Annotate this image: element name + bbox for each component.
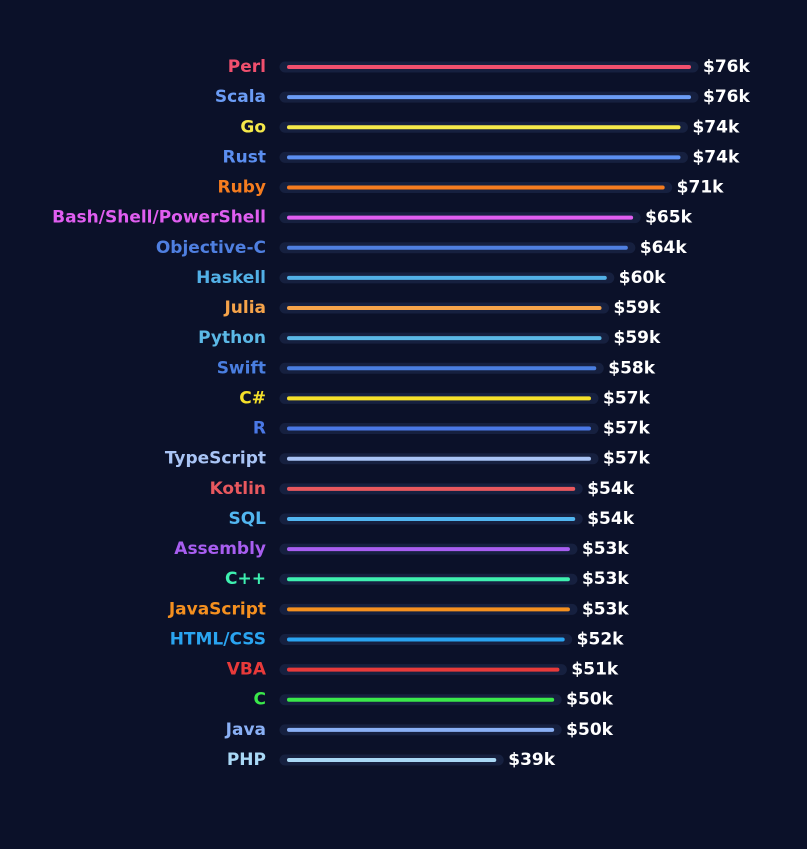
- category-label: C#: [239, 388, 266, 408]
- category-label: Julia: [223, 298, 266, 318]
- value-label: $57k: [603, 419, 650, 439]
- bar-row: Bash/Shell/PowerShell $65k: [52, 208, 692, 228]
- category-label: Python: [198, 328, 266, 348]
- value-label: $50k: [566, 720, 613, 740]
- category-label: Rust: [223, 147, 266, 167]
- category-label: PHP: [227, 750, 266, 770]
- bar-row: TypeScript $57k: [165, 449, 651, 469]
- category-label: Assembly: [174, 539, 266, 559]
- value-label: $74k: [692, 147, 739, 167]
- bar-row: Perl $76k: [228, 57, 751, 77]
- value-label: $51k: [571, 660, 618, 680]
- category-label: VBA: [227, 660, 267, 680]
- category-label: C++: [225, 569, 266, 589]
- bar-row: C++ $53k: [225, 569, 629, 589]
- category-label: Java: [225, 720, 266, 740]
- value-label: $54k: [587, 509, 634, 529]
- value-label: $65k: [645, 208, 692, 228]
- value-label: $39k: [508, 750, 555, 770]
- value-label: $54k: [587, 479, 634, 499]
- value-label: $59k: [614, 298, 661, 318]
- category-label: TypeScript: [165, 449, 266, 469]
- bar-row: Java $50k: [225, 720, 614, 740]
- bar-row: Go $74k: [240, 117, 740, 137]
- bar-row: SQL $54k: [228, 509, 634, 529]
- category-label: Swift: [217, 358, 266, 378]
- bar-row: Julia $59k: [223, 298, 661, 318]
- value-label: $74k: [692, 117, 739, 137]
- bar-row: C# $57k: [239, 388, 650, 408]
- bar-row: Assembly $53k: [174, 539, 629, 559]
- value-label: $53k: [582, 539, 629, 559]
- bar-row: Haskell $60k: [196, 268, 666, 288]
- bar-row: VBA $51k: [227, 660, 619, 680]
- category-label: JavaScript: [168, 599, 266, 619]
- value-label: $60k: [619, 268, 666, 288]
- value-label: $52k: [577, 629, 624, 649]
- value-label: $76k: [703, 57, 750, 77]
- value-label: $76k: [703, 87, 750, 107]
- category-label: Haskell: [196, 268, 266, 288]
- value-label: $58k: [608, 358, 655, 378]
- bar-row: PHP $39k: [227, 750, 556, 770]
- category-label: Scala: [215, 87, 266, 107]
- category-label: C: [254, 690, 266, 710]
- bar-row: Rust $74k: [223, 147, 740, 167]
- category-label: Perl: [228, 57, 266, 77]
- category-label: Ruby: [218, 178, 266, 198]
- value-label: $53k: [582, 569, 629, 589]
- bar-row: Kotlin $54k: [210, 479, 635, 499]
- bar-row: C $50k: [254, 690, 614, 710]
- bars-layer: Perl $76k Scala $76k Go $74k Rust $74k Ruby $71k B…: [52, 57, 750, 770]
- bar-row: R $57k: [253, 419, 651, 439]
- bar-row: Scala $76k: [215, 87, 751, 107]
- bar-row: JavaScript $53k: [168, 599, 630, 619]
- category-label: R: [253, 419, 266, 439]
- value-label: $57k: [603, 388, 650, 408]
- category-label: SQL: [228, 509, 266, 529]
- value-label: $59k: [614, 328, 661, 348]
- bar-row: Python $59k: [198, 328, 661, 348]
- category-label: Go: [240, 117, 266, 137]
- value-label: $50k: [566, 690, 613, 710]
- bar-row: Ruby $71k: [218, 178, 725, 198]
- category-label: Objective-C: [156, 238, 266, 258]
- bar-row: Swift $58k: [217, 358, 656, 378]
- value-label: $71k: [677, 178, 724, 198]
- category-label: Kotlin: [210, 479, 266, 499]
- bar-row: HTML/CSS $52k: [170, 629, 624, 649]
- value-label: $64k: [640, 238, 687, 258]
- category-label: HTML/CSS: [170, 629, 266, 649]
- value-label: $57k: [603, 449, 650, 469]
- value-label: $53k: [582, 599, 629, 619]
- category-label: Bash/Shell/PowerShell: [52, 208, 266, 228]
- bar-row: Objective-C $64k: [156, 238, 687, 258]
